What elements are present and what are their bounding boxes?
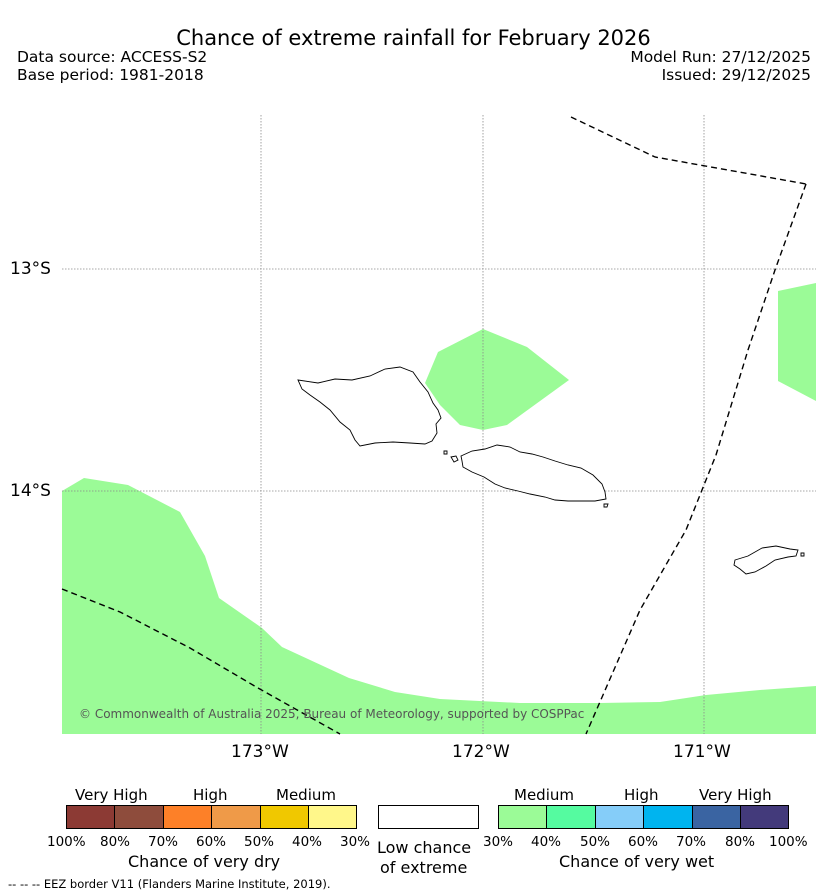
dry-tick-30: 30% [340,834,371,850]
model-run-label: Model Run: 27/12/2025 [630,48,811,66]
wet-tick-80: 80% [725,834,756,850]
map-credit: © Commonwealth of Australia 2025, Bureau… [79,707,585,721]
eez-borders [61,116,807,735]
dry-swatch-4 [211,805,261,829]
graticule [62,115,816,734]
savaii-island [297,366,442,447]
eez-border-southwest [61,588,341,735]
dry-tick-50: 50% [244,834,275,850]
wet-swatch-6 [740,805,790,829]
lat-label-14s: 14°S [10,481,51,501]
lon-label-172w: 172°W [452,742,510,762]
wet-swatch-3 [594,805,645,829]
eez-border-north [570,116,807,185]
dry-tick-100: 100% [47,834,86,850]
dry-swatch-5 [259,805,309,829]
wet-group-very-high: Very High [699,786,772,804]
wet-tick-40: 40% [531,834,562,850]
wet-caption: Chance of very wet [559,852,715,871]
wet-tick-70: 70% [676,834,707,850]
wet-tick-100: 100% [769,834,808,850]
dry-tick-60: 60% [196,834,227,850]
neutral-caption-line1: Low chance [377,838,472,857]
dry-group-medium: Medium [276,786,336,804]
lon-label-173w: 173°W [231,742,289,762]
tutuila-island [733,545,799,575]
lon-label-171w: 171°W [673,742,731,762]
dry-group-very-high: Very High [75,786,148,804]
dry-caption: Chance of very dry [128,852,281,871]
wet-swatch-5 [691,805,741,829]
wet-probability-areas [62,283,816,734]
eez-footnote: -- -- -- EEZ border V11 (Flanders Marine… [8,877,331,891]
dry-group-high: High [193,786,228,804]
dry-swatch-2 [114,805,164,829]
issued-label: Issued: 29/12/2025 [661,66,811,84]
manono-island [450,455,459,463]
dry-tick-40: 40% [292,834,323,850]
dry-tick-80: 80% [100,834,131,850]
upolu-island [460,444,607,502]
islands [297,366,805,575]
dry-tick-70: 70% [148,834,179,850]
wet-group-medium: Medium [514,786,574,804]
wet-tick-50: 50% [580,834,611,850]
wet-tick-60: 60% [628,834,659,850]
wet-group-high: High [624,786,659,804]
wet-tick-30: 30% [483,834,514,850]
dry-swatch-3 [162,805,213,829]
wet-area-south [62,478,816,734]
dry-swatch-1 [66,805,116,829]
wet-swatch-4 [643,805,693,829]
neutral-swatch [378,805,479,829]
base-period-label: Base period: 1981-2018 [17,66,204,84]
eez-border-east [585,183,807,735]
wet-area-east-edge [778,283,816,401]
apolima-island [443,450,448,455]
chart-title: Chance of extreme rainfall for February … [176,26,651,50]
aunuu-island [800,552,805,557]
wet-swatch-1 [498,805,548,829]
neutral-caption-line2: of extreme [380,858,468,877]
data-source-label: Data source: ACCESS-S2 [17,48,208,66]
dry-swatch-6 [308,805,358,829]
nuutele-island [603,503,609,508]
wet-swatch-2 [546,805,596,829]
wet-area-north-of-savaii [425,329,569,430]
lat-label-13s: 13°S [10,259,51,279]
